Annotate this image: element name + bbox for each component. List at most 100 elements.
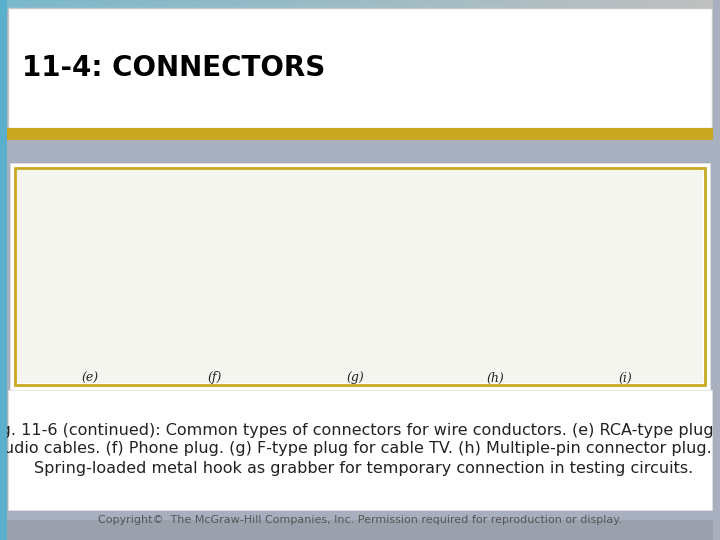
Bar	[134, 0, 135, 10]
Bar	[453, 0, 454, 10]
Bar	[568, 0, 569, 10]
Bar	[620, 0, 621, 10]
Bar	[497, 0, 498, 10]
Bar	[368, 0, 369, 10]
Bar	[125, 0, 126, 10]
Bar	[515, 0, 516, 10]
Bar	[350, 0, 351, 10]
Bar	[490, 0, 491, 10]
Bar	[477, 0, 478, 10]
Bar	[122, 0, 123, 10]
Bar	[493, 0, 494, 10]
Bar	[173, 0, 174, 10]
Bar	[224, 0, 225, 10]
Bar	[168, 0, 169, 10]
Bar	[245, 0, 246, 10]
Bar	[547, 0, 548, 10]
Bar	[265, 0, 266, 10]
Bar	[86, 0, 87, 10]
Bar	[566, 0, 567, 10]
Bar	[569, 0, 570, 10]
Bar	[549, 0, 550, 10]
Bar	[504, 0, 505, 10]
Bar	[629, 0, 630, 10]
Bar	[469, 0, 470, 10]
Bar	[561, 0, 562, 10]
Bar	[390, 0, 391, 10]
Bar	[304, 0, 305, 10]
Bar	[153, 0, 154, 10]
Bar	[652, 0, 653, 10]
Bar	[364, 0, 365, 10]
Bar	[33, 0, 34, 10]
Bar	[647, 0, 648, 10]
Bar	[0, 0, 1, 10]
Bar	[579, 0, 580, 10]
Bar	[268, 0, 269, 10]
Bar	[217, 0, 218, 10]
Bar	[261, 0, 262, 10]
Bar	[238, 0, 239, 10]
Bar	[328, 0, 329, 10]
Bar	[175, 0, 176, 10]
Bar	[651, 0, 652, 10]
Bar	[593, 0, 594, 10]
Bar	[277, 0, 278, 10]
Bar	[209, 0, 210, 10]
Bar	[457, 0, 458, 10]
Bar	[589, 0, 590, 10]
Bar	[299, 0, 300, 10]
Bar	[383, 0, 384, 10]
Bar	[93, 0, 94, 10]
Bar	[393, 0, 394, 10]
Bar	[270, 0, 271, 10]
Bar	[191, 0, 192, 10]
Bar	[718, 0, 719, 10]
Bar	[387, 0, 388, 10]
Bar	[257, 0, 258, 10]
Bar	[520, 0, 521, 10]
Bar	[717, 0, 718, 10]
Bar	[688, 0, 689, 10]
Bar	[396, 0, 397, 10]
Bar	[653, 0, 654, 10]
Bar	[633, 0, 634, 10]
Bar	[327, 0, 328, 10]
Bar	[135, 0, 136, 10]
Bar	[622, 0, 623, 10]
Bar	[10, 163, 710, 390]
Bar	[413, 0, 414, 10]
Text: Fig. 11-6 (continued): Common types of connectors for wire conductors. (e) RCA-t: Fig. 11-6 (continued): Common types of c…	[0, 422, 720, 437]
Bar	[255, 0, 256, 10]
Bar	[264, 0, 265, 10]
Bar	[119, 0, 120, 10]
Bar	[638, 0, 639, 10]
Text: Copyright©  The McGraw-Hill Companies, Inc. Permission required for reproduction: Copyright© The McGraw-Hill Companies, In…	[98, 515, 622, 525]
Bar	[380, 0, 381, 10]
Bar	[544, 0, 545, 10]
Bar	[59, 0, 60, 10]
Bar	[102, 0, 103, 10]
Bar	[570, 0, 571, 10]
Bar	[369, 0, 370, 10]
Bar	[231, 0, 232, 10]
Bar	[97, 0, 98, 10]
Bar	[461, 0, 462, 10]
Bar	[486, 0, 487, 10]
Bar	[691, 0, 692, 10]
Bar	[341, 0, 342, 10]
Bar	[111, 0, 112, 10]
Bar	[386, 0, 387, 10]
Bar	[79, 0, 80, 10]
Bar	[53, 0, 54, 10]
Bar	[229, 0, 230, 10]
Bar	[42, 0, 43, 10]
Bar	[535, 0, 536, 10]
Bar	[714, 0, 715, 10]
Bar	[185, 0, 186, 10]
Bar	[577, 0, 578, 10]
Bar	[225, 0, 226, 10]
Bar	[51, 0, 52, 10]
Bar	[610, 0, 611, 10]
Bar	[118, 0, 119, 10]
